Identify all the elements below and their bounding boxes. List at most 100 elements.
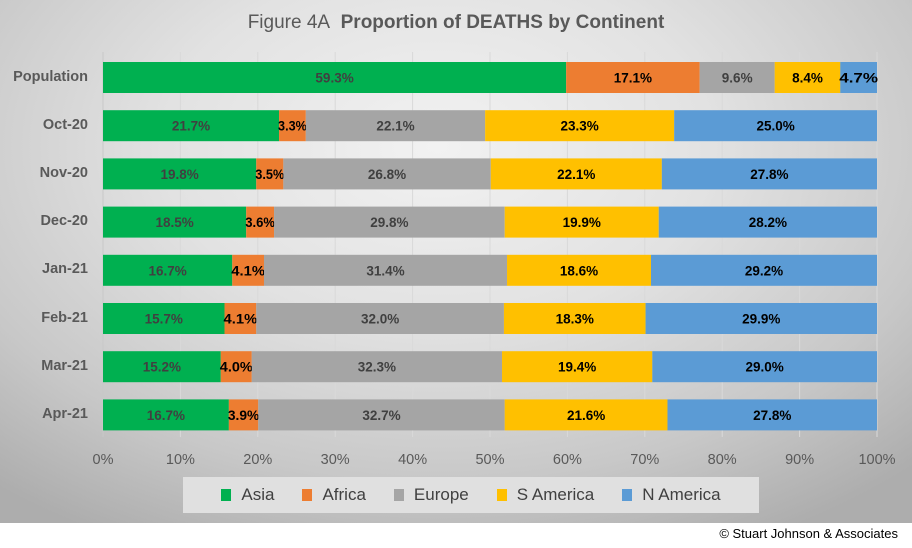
data-label: 15.7% <box>145 312 183 327</box>
bar-segment-s-america <box>490 158 662 190</box>
chart-area: Figure 4A Proportion of DEATHS by Contin… <box>0 0 912 523</box>
data-label: 3.3% <box>278 119 307 134</box>
bar-segment-asia <box>103 206 247 238</box>
bar-segment-africa <box>279 110 306 142</box>
bar-segment-n-america <box>652 351 877 383</box>
legend-item-asia: Asia <box>221 485 274 505</box>
category-label: Feb-21 <box>41 309 88 326</box>
chart-title-main: Proportion of DEATHS by Continent <box>340 12 665 33</box>
data-label: 27.8% <box>753 408 791 423</box>
legend-item-n-america: N America <box>622 485 721 505</box>
bar-segment-s-america <box>485 110 675 142</box>
category-label: Mar-21 <box>41 357 88 374</box>
data-label: 16.7% <box>147 408 185 423</box>
x-tick-label: 50% <box>475 452 505 468</box>
legend-swatch-icon <box>496 489 507 501</box>
bar-segment-asia <box>103 351 221 383</box>
data-label: 32.3% <box>358 360 396 375</box>
bar-segment-europe <box>283 158 491 190</box>
data-label: 3.6% <box>245 215 275 230</box>
bar-segment-asia <box>103 158 257 190</box>
bar-segment-europe <box>699 62 775 93</box>
legend-item-africa: Africa <box>302 485 366 505</box>
data-label: 31.4% <box>366 263 404 278</box>
bar-segment-europe <box>256 303 504 334</box>
legend-swatch-icon <box>221 489 232 501</box>
bar-segment-n-america <box>645 303 877 334</box>
bar-segment-europe <box>251 351 503 383</box>
bar-segment-s-america <box>507 254 651 286</box>
bar-segment-africa <box>256 158 284 190</box>
data-label: 9.6% <box>722 71 753 86</box>
bar-segment-asia <box>103 110 280 142</box>
bar-segment-africa <box>224 303 257 334</box>
data-label: 19.8% <box>160 167 198 182</box>
data-label: 18.3% <box>556 312 594 327</box>
data-label: 19.4% <box>558 360 596 375</box>
legend-swatch-icon <box>393 489 404 501</box>
category-label: Dec-20 <box>40 213 88 230</box>
x-tick-label: 20% <box>243 452 273 468</box>
data-label: 21.6% <box>567 408 605 423</box>
bar-segment-s-america <box>504 399 668 431</box>
bar-segment-n-america <box>667 399 877 431</box>
data-label: 16.7% <box>148 263 186 278</box>
bar-segment-s-america <box>502 351 653 383</box>
bar-segment-asia <box>103 399 229 431</box>
bar-segment-n-america <box>674 110 877 142</box>
data-label: 3.9% <box>228 408 259 423</box>
copyright-notice: © Stuart Johnson & Associates <box>719 526 898 541</box>
x-tick-label: 70% <box>630 452 660 468</box>
bar-segment-europe <box>258 399 505 431</box>
x-tick-label: 30% <box>320 452 350 468</box>
bar-segment-asia <box>103 62 567 93</box>
data-label: 27.8% <box>750 167 788 182</box>
data-label: 4.1% <box>224 312 258 327</box>
data-label: 32.7% <box>362 408 400 423</box>
data-label: 8.4% <box>792 71 823 86</box>
bar-segment-n-america <box>650 254 877 286</box>
data-label: 4.7% <box>839 71 878 86</box>
data-label: 29.9% <box>742 312 780 327</box>
category-label: Oct-20 <box>42 116 88 133</box>
category-label: Apr-21 <box>42 405 88 422</box>
legend: Asia Africa Europe S America N America <box>183 477 759 513</box>
legend-label: Asia <box>241 485 275 504</box>
x-tick-label: 100% <box>858 452 896 468</box>
bar-segment-europe <box>263 254 508 286</box>
data-label: 19.9% <box>563 215 601 230</box>
data-label: 26.8% <box>368 167 406 182</box>
data-label: 15.2% <box>143 360 181 375</box>
legend-label: Europe <box>413 485 469 504</box>
data-label: 32.0% <box>361 312 399 327</box>
chart-title: Figure 4A Proportion of DEATHS by Contin… <box>0 12 912 34</box>
data-label: 29.8% <box>370 215 408 230</box>
x-tick-label: 80% <box>707 452 737 468</box>
bar-segment-n-america <box>658 206 877 238</box>
bar-segment-africa <box>232 254 264 286</box>
data-label: 23.3% <box>561 119 599 134</box>
bar-segment-africa <box>566 62 700 93</box>
bar-segment-n-america <box>661 158 877 190</box>
bar-segment-asia <box>103 254 233 286</box>
category-label: Population <box>13 68 88 85</box>
legend-label: Africa <box>322 485 366 504</box>
data-label: 59.3% <box>315 71 353 86</box>
data-label: 21.7% <box>172 119 210 134</box>
data-label: 22.1% <box>376 119 414 134</box>
bar-segment-asia <box>103 303 225 334</box>
data-label: 3.5% <box>255 167 284 182</box>
data-label: 17.1% <box>614 71 652 86</box>
bar-segment-s-america <box>774 62 841 93</box>
legend-label: S America <box>516 485 595 504</box>
x-tick-label: 10% <box>165 452 195 468</box>
bar-segment-n-america <box>840 62 877 93</box>
data-label: 28.2% <box>749 215 787 230</box>
legend-swatch-icon <box>302 489 313 501</box>
legend-swatch-icon <box>622 489 633 501</box>
bar-segment-africa <box>246 206 275 238</box>
chart-title-prefix: Figure 4A <box>247 12 331 33</box>
bar-segment-europe <box>274 206 505 238</box>
x-tick-label: 60% <box>552 452 582 468</box>
bar-segment-europe <box>305 110 486 142</box>
